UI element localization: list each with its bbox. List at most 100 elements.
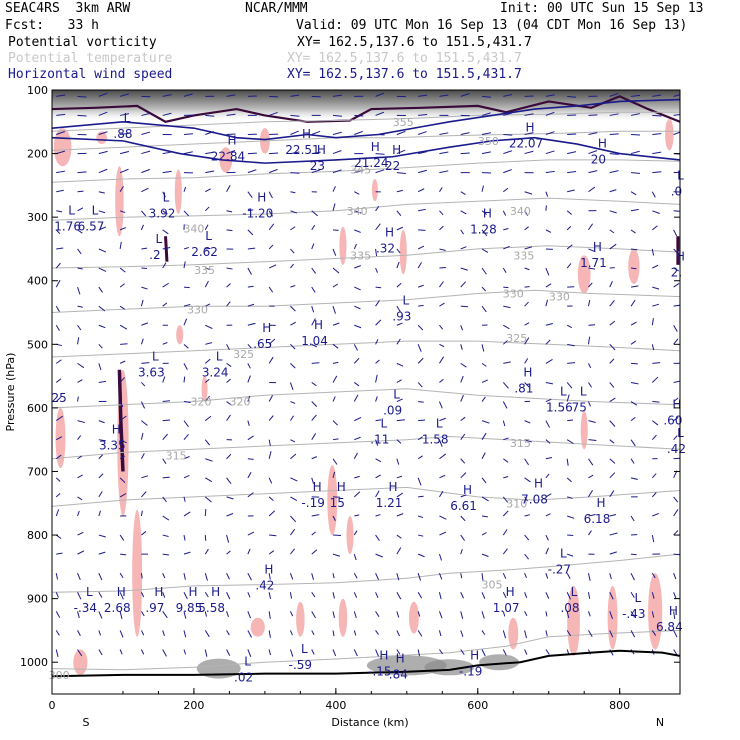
wind-vector	[162, 534, 169, 537]
wind-vector	[503, 245, 510, 250]
y-tick-label: 100	[27, 84, 48, 97]
wind-vector	[439, 474, 446, 479]
wind-vector	[98, 649, 103, 656]
y-tick-label: 700	[27, 465, 48, 478]
wind-vector	[587, 299, 591, 307]
wind-vector	[439, 453, 447, 460]
wind-vector	[673, 171, 680, 174]
wind-vector	[140, 338, 144, 345]
extremum-annotation: H 1.28	[470, 207, 497, 237]
theta-contour-label: 355	[393, 116, 414, 129]
extremum-annotation: H 3.35	[99, 423, 126, 453]
wind-vector	[438, 553, 443, 561]
legend-xy-horizontal-wind-speed: XY= 162.5,137.6 to 151.5,431.7	[287, 67, 522, 82]
wind-vector	[460, 630, 464, 637]
wind-vector	[439, 151, 449, 155]
wind-vector	[630, 208, 639, 212]
wind-vector	[545, 630, 548, 637]
wind-vector	[98, 420, 105, 424]
wind-vector	[481, 496, 489, 502]
wind-vector	[673, 496, 679, 503]
wind-vector	[226, 267, 233, 270]
wind-vector	[439, 266, 446, 269]
wind-vector	[268, 223, 275, 231]
extremum-value: -.27	[548, 563, 571, 577]
wind-vector	[77, 305, 83, 308]
wind-vector	[417, 245, 425, 250]
wind-vector	[77, 396, 79, 402]
wind-vector	[141, 247, 148, 250]
wind-vector	[268, 415, 274, 421]
wind-vector	[226, 378, 231, 383]
wind-vector	[119, 283, 125, 288]
wind-vector	[630, 553, 637, 556]
extremum-marker: L	[402, 294, 409, 308]
wind-vector	[545, 267, 550, 276]
wind-vector	[460, 649, 465, 655]
pv-patch	[115, 166, 124, 237]
wind-vector	[98, 439, 106, 442]
wind-vector	[98, 491, 103, 498]
wind-vector	[609, 229, 615, 234]
wind-vector	[98, 210, 106, 214]
wind-vector	[545, 205, 547, 211]
wind-vector	[226, 477, 232, 484]
wind-vector	[290, 151, 300, 155]
wind-vector	[56, 94, 66, 97]
wind-vector	[119, 572, 124, 579]
wind-vector	[609, 382, 615, 388]
extremum-value: .0	[671, 184, 682, 198]
theta-contour-label: 345	[350, 163, 371, 176]
wind-vector	[162, 94, 172, 97]
wind-vector	[140, 224, 144, 231]
wind-vector	[396, 305, 402, 313]
wind-vector	[566, 226, 572, 231]
wind-vector	[98, 248, 107, 253]
wind-vector	[119, 477, 126, 483]
wind-vector	[247, 649, 252, 658]
wind-vector	[311, 267, 317, 274]
wind-vector	[460, 281, 467, 288]
wind-vector	[524, 267, 530, 271]
pv-patch	[567, 585, 580, 656]
wind-vector	[162, 170, 172, 174]
wind-vector	[140, 401, 146, 409]
wind-vector	[375, 458, 382, 463]
wind-vector	[120, 132, 130, 136]
wind-vector	[77, 630, 81, 637]
wind-vector	[290, 321, 296, 326]
extremum-annotation: H .60	[663, 397, 682, 427]
wind-vector	[609, 397, 616, 402]
wind-vector	[204, 224, 209, 231]
wind-vector	[205, 267, 211, 271]
wind-vector	[652, 264, 659, 269]
wind-vector	[439, 515, 447, 520]
wind-vector	[268, 451, 272, 459]
wind-vector	[332, 169, 342, 174]
wind-vector	[524, 514, 531, 517]
wind-vector	[652, 210, 660, 214]
wind-vector	[141, 420, 148, 426]
extremum-value: .08	[560, 601, 579, 615]
extremum-annotation: H 15	[330, 480, 346, 510]
wind-vector	[183, 511, 191, 517]
wind-vector	[481, 630, 486, 635]
wind-vector	[204, 611, 207, 617]
wind-vector	[141, 362, 150, 364]
wind-vector	[332, 322, 340, 326]
wind-vector	[354, 514, 360, 517]
wind-vector	[481, 132, 491, 135]
wind-vector	[566, 611, 570, 619]
pv-patch	[508, 617, 519, 650]
wind-vector	[311, 630, 315, 636]
extremum-annotation: H 9.85	[176, 585, 203, 615]
wind-vector	[609, 243, 617, 250]
wind-vector	[269, 534, 277, 537]
wind-vector	[524, 210, 529, 216]
wind-vector	[290, 453, 297, 460]
wind-vector	[332, 611, 335, 618]
wind-vector	[438, 439, 443, 447]
wind-vector	[673, 509, 679, 517]
extremum-annotation: H -.19	[459, 648, 482, 678]
wind-vector	[439, 170, 449, 174]
